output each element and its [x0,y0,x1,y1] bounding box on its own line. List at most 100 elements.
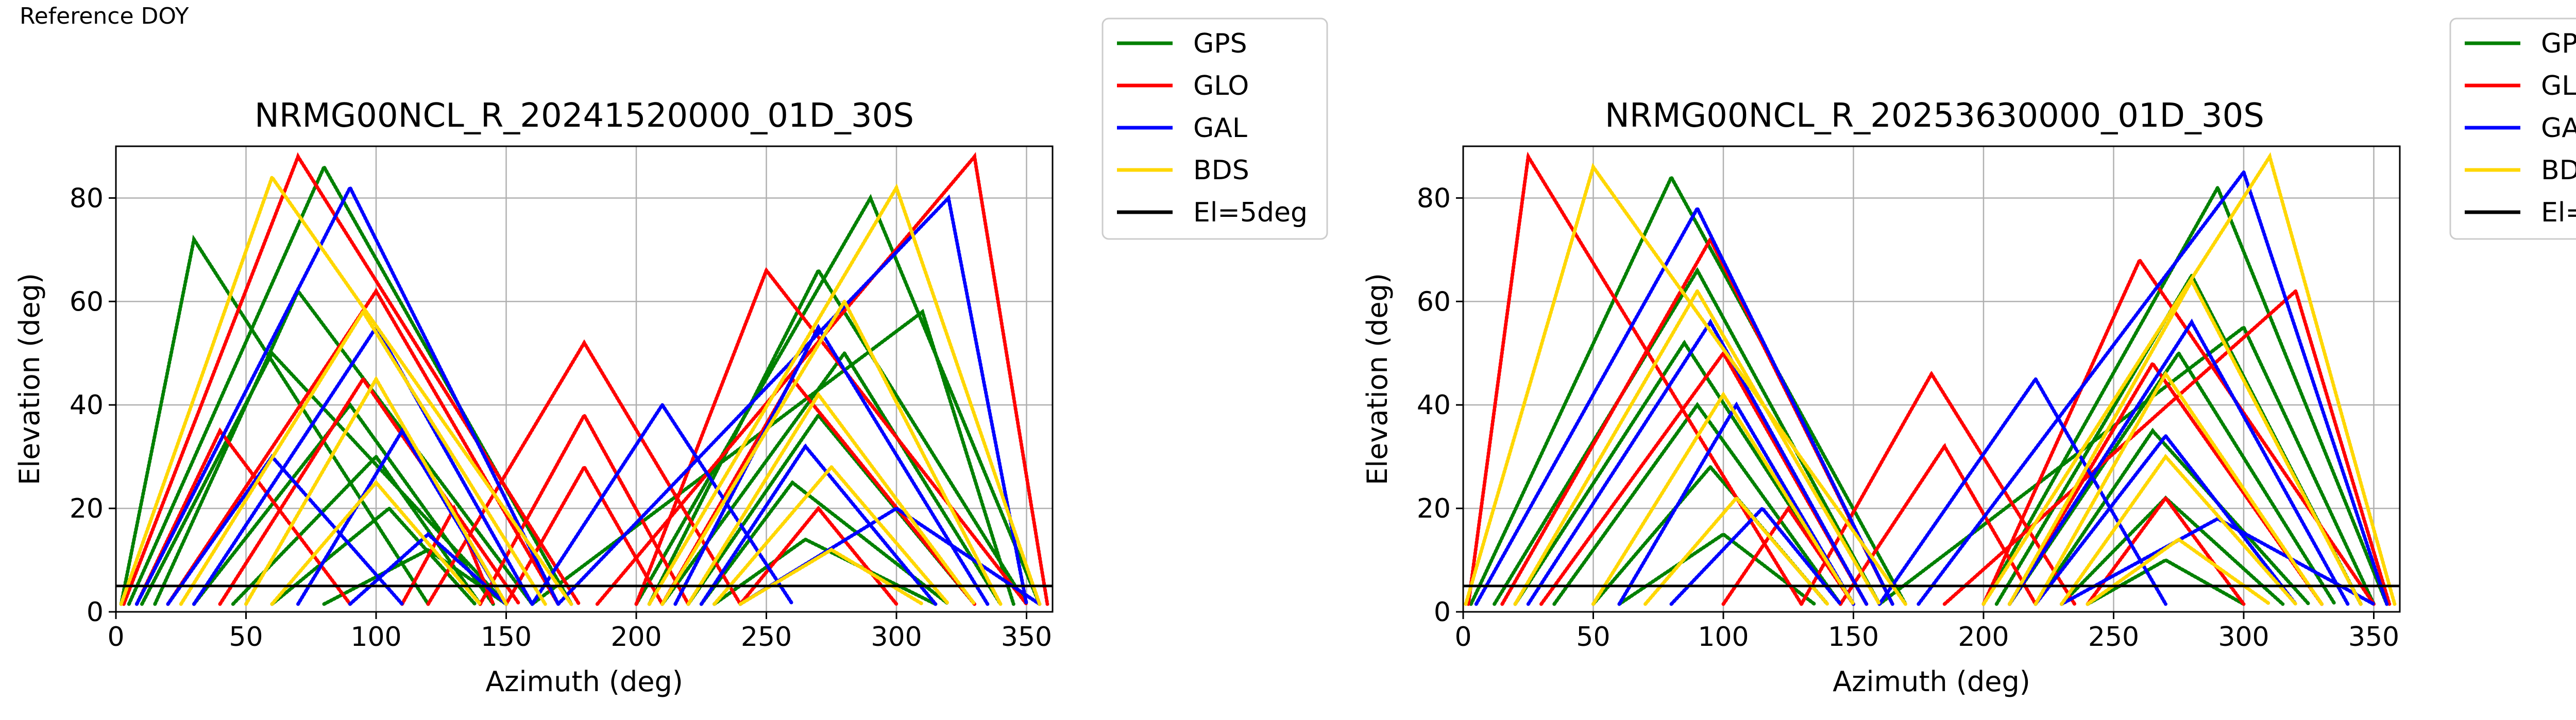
satellite-pass-glo [1721,505,1855,606]
satellite-pass-gal [348,532,508,606]
satellite-pass-bds [1643,495,1829,606]
satellite-pass-bds [244,376,508,606]
x-tick-label: 200 [1958,622,2009,653]
satellite-pass-gps [192,402,495,606]
satellite-pass-gps [1981,183,2389,606]
satellite-pass-bds [2086,537,2272,606]
satellite-pass-gal [2060,516,2376,606]
y-tick-label: 0 [87,597,104,628]
legend-box [1101,18,1328,240]
satellite-pass-glo [400,504,495,606]
x-tick-label: 250 [741,622,792,653]
satellite-pass-gps [119,234,430,606]
satellite-pass-bds [660,298,1003,606]
satellite-pass-bds [179,308,547,606]
y-tick-label: 60 [70,286,104,317]
chart-panel-right: NRMG00NCL_R_20253630000_01D_30S 0 50 100 15… [1361,18,2576,698]
reference-doy-label: Reference DOY [20,3,189,29]
satellite-pass-glo [478,411,690,606]
series-gal [1474,168,2389,606]
legend-label-glo: GLO [2541,71,2576,101]
satellite-pass-glo [1942,287,2392,606]
y-tick-label: 20 [70,493,104,524]
legend-label-gps: GPS [2541,28,2576,59]
satellite-pass-gal [1617,401,1855,606]
legend-label-gal: GAL [2541,113,2576,144]
satellite-pass-glo [1466,151,1803,606]
x-tick-label: 0 [1454,622,1471,653]
satellite-pass-gps [140,350,508,606]
x-axis-ticks: 0 50 100 150 200 250 300 350 [1454,612,2399,653]
x-tick-label: 250 [2088,622,2139,653]
satellite-pass-bds [270,479,482,606]
satellite-pass-glo [2086,495,2246,606]
satellite-pass-glo [134,427,352,606]
chart-panel-left: NRMG00NCL_R_20241520000_01D_30S 0 50 100 15… [13,18,1328,698]
satellite-pass-gal [1474,204,1894,606]
satellite-pass-bds [119,174,573,606]
satellite-pass-glo [426,339,742,606]
satellite-pass-gps [1617,532,1817,606]
legend-label-gps: GPS [1193,28,1247,59]
x-axis-label: Azimuth (deg) [1833,665,2030,698]
chart-title: NRMG00NCL_R_20253630000_01D_30S [1605,97,2264,135]
satellite-pass-bds [647,183,1042,606]
satellite-pass-gal [2008,318,2350,606]
satellite-pass-bds [1981,152,2397,606]
satellite-pass-glo [122,152,581,606]
y-tick-label: 80 [1417,183,1451,214]
satellite-pass-glo [634,267,1028,606]
satellite-pass-bds [738,547,924,606]
satellite-pass-glo [1539,350,1869,606]
satellite-pass-gal [556,194,1028,606]
y-axis-ticks: 0 20 40 60 80 [70,183,116,628]
x-tick-label: 0 [107,622,124,653]
satellite-pass-gps [231,454,482,606]
y-tick-label: 20 [1417,493,1451,524]
y-tick-label: 40 [70,390,104,421]
legend: GPS GLO GAL BDS El=5deg [1101,18,1328,240]
satellite-pass-gal [1917,168,2389,606]
satellite-pass-bds [1591,391,1855,606]
legend: GPS GLO GAL BDS El=5deg [2449,18,2576,240]
x-tick-label: 100 [350,622,401,653]
satellite-pass-gal [2033,433,2298,606]
y-tick-label: 60 [1417,286,1451,317]
x-tick-label: 100 [1698,622,1749,653]
x-tick-label: 300 [2218,622,2269,653]
y-axis-label: Elevation (deg) [13,273,46,485]
x-tick-label: 200 [611,622,662,653]
satellite-pass-bds [2060,454,2298,606]
legend-label-glo: GLO [1193,71,1249,101]
legend-label-el5deg: El=5deg [2541,197,2576,228]
satellite-pass-gps [1877,324,2376,606]
x-tick-label: 300 [871,622,922,653]
x-tick-label: 50 [1576,622,1610,653]
satellite-pass-glo [1981,256,2376,606]
satellite-pass-gal [134,183,560,606]
satellite-pass-gal [1669,505,1842,606]
series-gal [134,183,1042,606]
satellite-pass-bds [686,391,976,606]
axes-frame [1462,145,2401,613]
satellite-pass-bds [713,465,951,606]
satellite-pass-gps [1513,339,1855,606]
x-tick-label: 150 [1828,622,1879,653]
satellite-pass-gal [1526,318,1869,606]
y-tick-label: 0 [1434,597,1451,628]
satellite-pass-glo [166,287,560,606]
series-glo [122,152,1049,606]
satellite-pass-glo [738,506,899,606]
satellite-pass-gps [2086,558,2246,606]
x-axis-label: Azimuth (deg) [485,665,683,698]
x-axis-ticks: 0 50 100 150 200 250 300 350 [107,612,1052,653]
satellite-pass-bds [2008,277,2363,606]
y-tick-label: 40 [1417,390,1451,421]
axes-frame [115,145,1054,613]
chart-title: NRMG00NCL_R_20241520000_01D_30S [255,97,914,135]
plot-area [1463,151,2400,606]
x-tick-label: 50 [229,622,263,653]
x-tick-label: 150 [481,622,532,653]
series-bds [1464,152,2397,606]
